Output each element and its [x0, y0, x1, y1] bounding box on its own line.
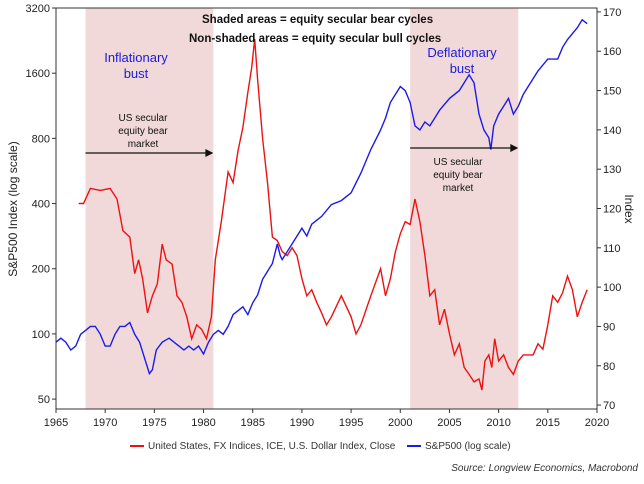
annotation-2-line-1: US secular	[434, 157, 484, 168]
annotation-2-line-3: market	[443, 183, 474, 194]
annotation-1-line-3: market	[128, 139, 159, 150]
right-tick-label: 70	[603, 400, 615, 412]
sp500-line	[55, 18, 588, 376]
x-tick-label: 1980	[191, 417, 215, 429]
x-tick-label: 1995	[339, 417, 363, 429]
x-tick-label: 2015	[536, 417, 560, 429]
legend-usd-label: United States, FX Indices, ICE, U.S. Dol…	[148, 441, 396, 452]
shaded-region-1	[85, 8, 214, 409]
left-axis-ticks: 50 100 200 400 800 1600 3200	[26, 3, 56, 406]
arrow-head-1	[205, 149, 214, 157]
right-tick-label: 150	[603, 86, 621, 98]
region-label-2-line-2: bust	[450, 61, 475, 76]
annotation-2-line-2: equity bear	[433, 170, 483, 181]
x-tick-label: 1990	[290, 417, 314, 429]
region-label-1-line-2: bust	[124, 66, 149, 81]
usd-index-line	[78, 39, 588, 391]
title-line-1: Shaded areas = equity secular bear cycle…	[202, 14, 433, 26]
right-tick-label: 130	[603, 164, 621, 176]
annotation-1-line-1: US secular	[119, 113, 169, 124]
annotation-1-line-2: equity bear	[118, 126, 168, 137]
x-tick-label: 1985	[240, 417, 264, 429]
title-line-2: Non-shaded areas = equity secular bull c…	[189, 33, 441, 45]
series-layer	[55, 18, 588, 391]
left-tick-label: 3200	[26, 3, 50, 15]
right-tick-label: 140	[603, 125, 621, 137]
left-tick-label: 100	[32, 329, 50, 341]
left-tick-label: 200	[32, 264, 50, 276]
x-tick-label: 2010	[486, 417, 510, 429]
right-tick-label: 90	[603, 321, 615, 333]
left-tick-label: 800	[32, 133, 50, 145]
x-tick-label: 1965	[44, 417, 68, 429]
x-tick-label: 2020	[585, 417, 609, 429]
shaded-regions	[85, 8, 519, 409]
right-tick-label: 160	[603, 46, 621, 58]
x-tick-label: 2000	[388, 417, 412, 429]
right-tick-label: 110	[603, 243, 621, 255]
right-axis-ticks: 70 80 90 100 110 120 130 140 150 160 170	[597, 7, 621, 412]
x-tick-label: 1970	[93, 417, 117, 429]
right-tick-label: 100	[603, 282, 621, 294]
left-tick-label: 50	[38, 394, 50, 406]
region-label-2-line-1: Deflationary	[427, 45, 497, 60]
left-tick-label: 1600	[26, 68, 50, 80]
legend-spx-label: S&P500 (log scale)	[425, 441, 511, 452]
right-tick-label: 170	[603, 7, 621, 19]
right-tick-label: 80	[603, 361, 615, 373]
arrow-head-2	[510, 144, 519, 152]
left-tick-label: 400	[32, 199, 50, 211]
source-note: Source: Longview Economics, Macrobond	[451, 463, 638, 474]
x-tick-label: 2005	[437, 417, 461, 429]
left-axis-title: S&P500 Index (log scale)	[6, 141, 20, 276]
x-axis-ticks: 1965 1970 1975 1980 1985 1990 1995 2000 2005 2010…	[44, 409, 609, 429]
annotation-arrows	[85, 144, 519, 157]
x-tick-label: 1975	[142, 417, 166, 429]
right-axis-title: Index	[622, 194, 636, 223]
region-label-1-line-1: Inflationary	[104, 50, 168, 65]
shaded-region-2	[410, 8, 519, 409]
right-tick-label: 120	[603, 204, 621, 216]
